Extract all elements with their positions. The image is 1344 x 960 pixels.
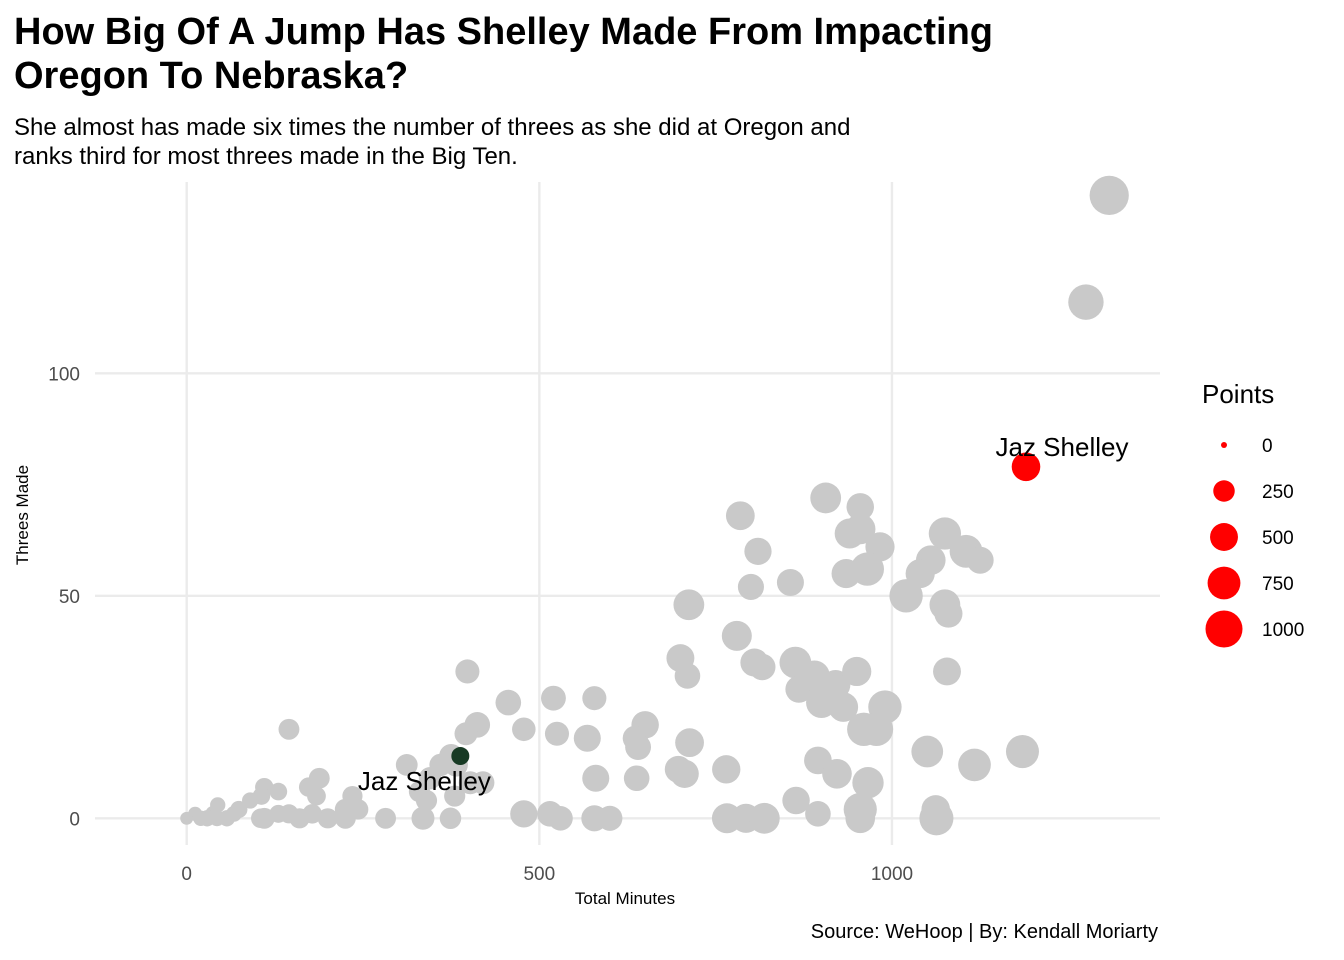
x-tick-label: 0 (181, 864, 192, 885)
data-point (933, 657, 961, 686)
data-point (411, 806, 435, 830)
data-point (673, 589, 705, 621)
data-point (582, 764, 610, 792)
y-tick-label: 100 (48, 364, 80, 385)
data-point (725, 501, 755, 531)
data-point (544, 721, 570, 746)
highlight-label: Jaz Shelley (996, 432, 1129, 462)
data-point (822, 759, 852, 789)
data-point (670, 759, 699, 788)
legend-key (1207, 566, 1241, 600)
data-point (911, 735, 944, 768)
data-point (278, 718, 300, 740)
highlight-point (1011, 452, 1041, 482)
axes: 0 500 1000 0 50 100 (48, 364, 913, 885)
data-point (748, 653, 776, 681)
data-point (415, 789, 438, 812)
data-point (317, 808, 338, 829)
legend-label: 0 (1262, 436, 1273, 457)
data-point (776, 568, 804, 596)
data-point (834, 518, 865, 549)
data-point (512, 717, 536, 742)
data-point (582, 686, 607, 711)
legend-label: 500 (1262, 528, 1294, 549)
data-point (919, 801, 954, 836)
y-axis-title: Threes Made (13, 465, 32, 565)
data-point (966, 546, 994, 574)
legend-key (1213, 480, 1235, 502)
data-point (439, 807, 462, 830)
data-point (375, 807, 397, 829)
y-tick-label: 0 (69, 809, 80, 830)
data-point (744, 537, 772, 565)
data-point (934, 599, 963, 628)
x-tick-label: 500 (523, 864, 555, 885)
data-points (180, 175, 1129, 836)
data-point (395, 754, 418, 776)
data-point (418, 767, 442, 790)
data-point (831, 558, 861, 589)
size-legend: Points 0 250 500 750 1000 (1202, 379, 1304, 648)
chart-title: How Big Of A Jump Has Shelley Made From … (14, 11, 994, 97)
data-point (842, 656, 872, 687)
data-point (805, 801, 831, 827)
data-point (845, 803, 876, 834)
legend-title: Points (1202, 379, 1274, 409)
data-point (623, 765, 650, 792)
data-point (625, 734, 652, 761)
data-point (721, 620, 752, 651)
data-point (1005, 735, 1039, 769)
data-point (712, 755, 741, 784)
legend-label: 1000 (1262, 620, 1304, 641)
data-point (541, 685, 566, 711)
data-point (180, 811, 194, 825)
highlight-point (451, 747, 470, 766)
data-point (675, 728, 704, 758)
data-point (852, 767, 884, 799)
data-point (444, 785, 466, 807)
data-point (846, 493, 874, 521)
highlight-label: Jaz Shelley (358, 766, 491, 796)
chart-subtitle: She almost has made six times the number… (14, 114, 851, 170)
data-point (455, 659, 480, 684)
data-point (597, 805, 623, 831)
data-point (454, 722, 478, 746)
x-tick-label: 1000 (871, 864, 913, 885)
legend-key (1210, 523, 1238, 551)
x-axis-title: Total Minutes (575, 889, 675, 908)
highlight-labels: Jaz Shelley Jaz Shelley (358, 432, 1129, 796)
data-point (471, 771, 495, 795)
data-point (269, 782, 288, 801)
data-point (307, 786, 326, 806)
data-point (1089, 175, 1129, 215)
data-point (889, 579, 923, 613)
data-point (334, 807, 356, 829)
data-point (242, 792, 259, 809)
data-point (674, 663, 701, 689)
data-point (548, 806, 573, 831)
data-point (859, 712, 894, 746)
data-point (510, 800, 538, 828)
data-point (573, 724, 601, 752)
data-point (748, 802, 780, 834)
data-point (782, 786, 810, 815)
data-point (1068, 284, 1104, 320)
y-tick-label: 50 (59, 587, 80, 608)
data-point (958, 748, 991, 782)
data-point (810, 482, 842, 514)
data-point (737, 573, 764, 600)
data-point (828, 692, 859, 722)
chart-caption: Source: WeHoop | By: Kendall Moriarty (810, 921, 1158, 943)
data-point (250, 808, 271, 829)
legend-label: 250 (1262, 482, 1294, 503)
data-point (495, 689, 522, 716)
legend-key (1205, 610, 1243, 648)
legend-label: 750 (1262, 574, 1294, 595)
legend-key (1221, 442, 1227, 448)
